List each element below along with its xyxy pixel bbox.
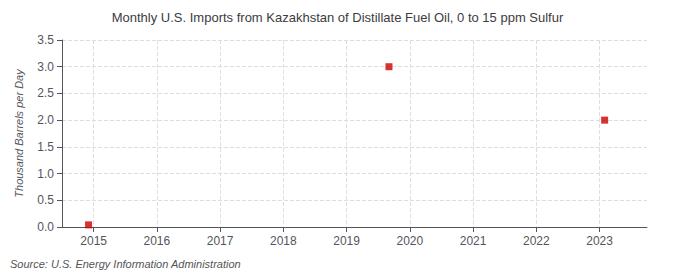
svg-text:2022: 2022 — [523, 234, 550, 248]
svg-text:1.5: 1.5 — [37, 140, 54, 154]
svg-text:Thousand Barrels per Day: Thousand Barrels per Day — [13, 68, 25, 198]
svg-text:2021: 2021 — [460, 234, 487, 248]
svg-text:1.0: 1.0 — [37, 167, 54, 181]
svg-text:0.5: 0.5 — [37, 193, 54, 207]
svg-text:2016: 2016 — [144, 234, 171, 248]
svg-text:2.0: 2.0 — [37, 113, 54, 127]
svg-text:0.0: 0.0 — [37, 220, 54, 234]
svg-text:2015: 2015 — [80, 234, 107, 248]
svg-text:2017: 2017 — [207, 234, 234, 248]
svg-text:2.5: 2.5 — [37, 86, 54, 100]
svg-text:3.0: 3.0 — [37, 60, 54, 74]
svg-text:Monthly U.S. Imports from Kaza: Monthly U.S. Imports from Kazakhstan of … — [112, 10, 564, 25]
svg-text:3.5: 3.5 — [37, 33, 54, 47]
svg-text:Source: U.S. Energy Informatio: Source: U.S. Energy Information Administ… — [10, 258, 241, 270]
svg-text:2018: 2018 — [270, 234, 297, 248]
svg-text:2020: 2020 — [396, 234, 423, 248]
svg-text:2019: 2019 — [333, 234, 360, 248]
svg-text:2023: 2023 — [586, 234, 613, 248]
